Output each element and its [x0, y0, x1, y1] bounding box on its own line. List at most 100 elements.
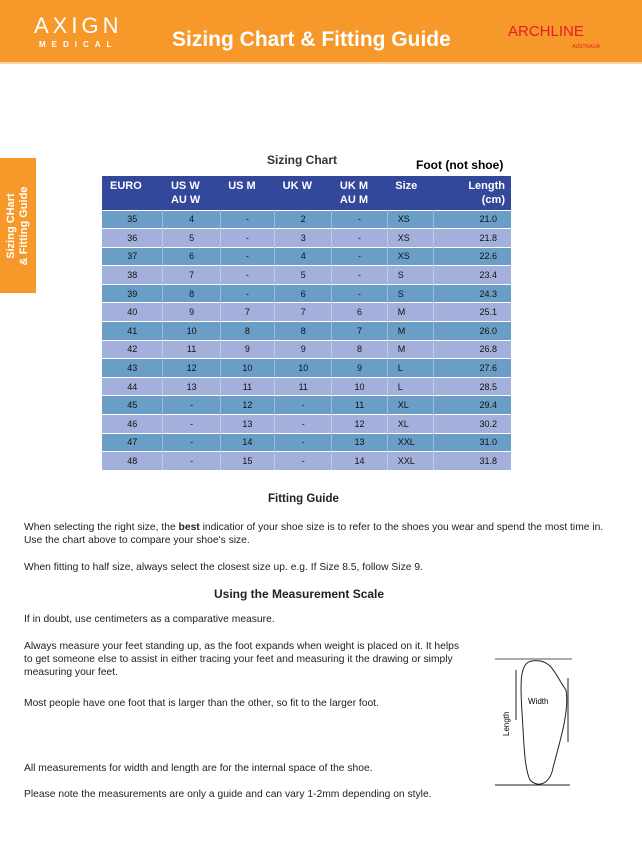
table-cell: 40	[102, 302, 164, 322]
fitting-p1: When selecting the right size, the best …	[24, 522, 604, 546]
table-cell: 43	[102, 358, 164, 378]
table-cell: 38	[102, 265, 164, 285]
table-cell: 9	[274, 340, 333, 359]
table-cell: -	[162, 395, 221, 415]
table-row: 42 11 9 9 8 M 26.8	[102, 340, 511, 359]
table-cell: 5	[274, 265, 333, 285]
table-cell: 7	[220, 302, 276, 322]
table-cell: -	[162, 433, 221, 452]
table-row: 48-15-14 XXL 31.8	[102, 451, 511, 471]
table-cell: XS	[387, 210, 434, 229]
table-cell: XS	[387, 228, 434, 248]
table-cell: -	[331, 228, 388, 248]
header: AXIGN MEDICAL Sizing Chart & Fitting Guid…	[0, 0, 642, 64]
table-cell: 13	[331, 433, 388, 452]
table-cell: 39	[102, 284, 164, 303]
fitting-heading: Fitting Guide	[268, 493, 339, 505]
table-cell: 24.3	[433, 284, 511, 303]
length-label: Length	[502, 712, 511, 736]
table-cell: 4	[274, 247, 333, 266]
table-row: 36 5-3- XS 21.8	[102, 228, 511, 248]
column-header: UK W	[274, 176, 332, 210]
table-row: 35 4-2- XS 21.0	[102, 210, 511, 229]
table-cell: 11	[162, 340, 221, 359]
table-cell: 31.0	[433, 433, 511, 452]
table-cell: 7	[274, 302, 333, 322]
table-cell: 7	[162, 265, 221, 285]
table-cell: L	[387, 377, 434, 396]
table-cell: 7	[331, 321, 388, 341]
table-cell: 26.0	[433, 321, 511, 341]
column-header: US M	[220, 176, 275, 210]
table-cell: 11	[331, 395, 388, 415]
foot-outline	[520, 660, 568, 785]
table-cell: 46	[102, 414, 164, 434]
table-cell: -	[220, 228, 276, 248]
axign-logo: AXIGN MEDICAL	[34, 13, 123, 50]
table-row: 44 13 11 11 10 L 28.5	[102, 377, 511, 396]
table-cell: 42	[102, 340, 164, 359]
table-cell: 6	[162, 247, 221, 266]
table-cell: -	[274, 433, 333, 452]
measure-p5: Please note the measurements are only a …	[24, 789, 432, 800]
table-cell: 5	[162, 228, 221, 248]
table-cell: 14	[331, 451, 388, 471]
table-cell: 36	[102, 228, 164, 248]
table-cell: 44	[102, 377, 164, 396]
table-cell: 12	[220, 395, 276, 415]
table-cell: 27.6	[433, 358, 511, 378]
table-cell: XL	[387, 395, 434, 415]
table-row: 38 7-5- S 23.4	[102, 265, 511, 285]
table-cell: 10	[220, 358, 276, 378]
table-cell: L	[387, 358, 434, 378]
table-cell: -	[220, 265, 276, 285]
table-cell: S	[387, 284, 434, 303]
table-cell: 26.8	[433, 340, 511, 359]
table-cell: M	[387, 321, 434, 341]
fitting-p2: When fitting to half size, always select…	[24, 562, 423, 573]
column-header: UK M AU M	[331, 176, 388, 210]
table-cell: 13	[220, 414, 276, 434]
foot-diagram: Width Length	[495, 658, 572, 786]
table-row: 43 12 10 10 9 L 27.6	[102, 358, 511, 378]
header-row: EURO US W AU W US M UK W UK M AU M Size Length (c…	[102, 176, 511, 210]
table-cell: 12	[331, 414, 388, 434]
table-cell: -	[331, 210, 388, 229]
table-cell: -	[274, 414, 333, 434]
table-cell: 25.1	[433, 302, 511, 322]
side-tab: Sizing CHart & Fitting Guide	[0, 158, 36, 293]
table-cell: M	[387, 302, 434, 322]
table-cell: 2	[274, 210, 333, 229]
table-row: 47-14-13 XXL 31.0	[102, 433, 511, 452]
table-cell: 10	[331, 377, 388, 396]
table-cell: 8	[220, 321, 276, 341]
column-header: US W AU W	[162, 176, 221, 210]
table-cell: 12	[162, 358, 221, 378]
table-cell: M	[387, 340, 434, 359]
table-cell: 31.8	[433, 451, 511, 471]
measure-p1: If in doubt, use centimeters as a compar…	[24, 614, 275, 625]
chart-note: Foot (not shoe)	[416, 158, 504, 172]
table-row: 46-13-12 XL 30.2	[102, 414, 511, 434]
table-cell: 35	[102, 210, 164, 229]
table-cell: 37	[102, 247, 164, 266]
table-cell: 4	[162, 210, 221, 229]
table-cell: -	[162, 414, 221, 434]
table-cell: 6	[274, 284, 333, 303]
table-cell: 41	[102, 321, 164, 341]
table-cell: -	[331, 265, 388, 285]
table-cell: 29.4	[433, 395, 511, 415]
archline-logo: ARCHLINE AUSTRALIA	[508, 23, 600, 50]
table-cell: S	[387, 265, 434, 285]
table-cell: -	[220, 247, 276, 266]
table-cell: 21.8	[433, 228, 511, 248]
table-cell: 45	[102, 395, 164, 415]
table-cell: XXL	[387, 433, 434, 452]
sizing-table: EURO US W AU W US M UK W UK M AU M Size Length (c…	[102, 176, 511, 471]
measure-heading: Using the Measurement Scale	[214, 587, 385, 601]
table-cell: 11	[274, 377, 333, 396]
width-label: Width	[528, 697, 548, 706]
table-cell: 9	[331, 358, 388, 378]
table-cell: 3	[274, 228, 333, 248]
column-header: Length (cm)	[433, 176, 511, 210]
